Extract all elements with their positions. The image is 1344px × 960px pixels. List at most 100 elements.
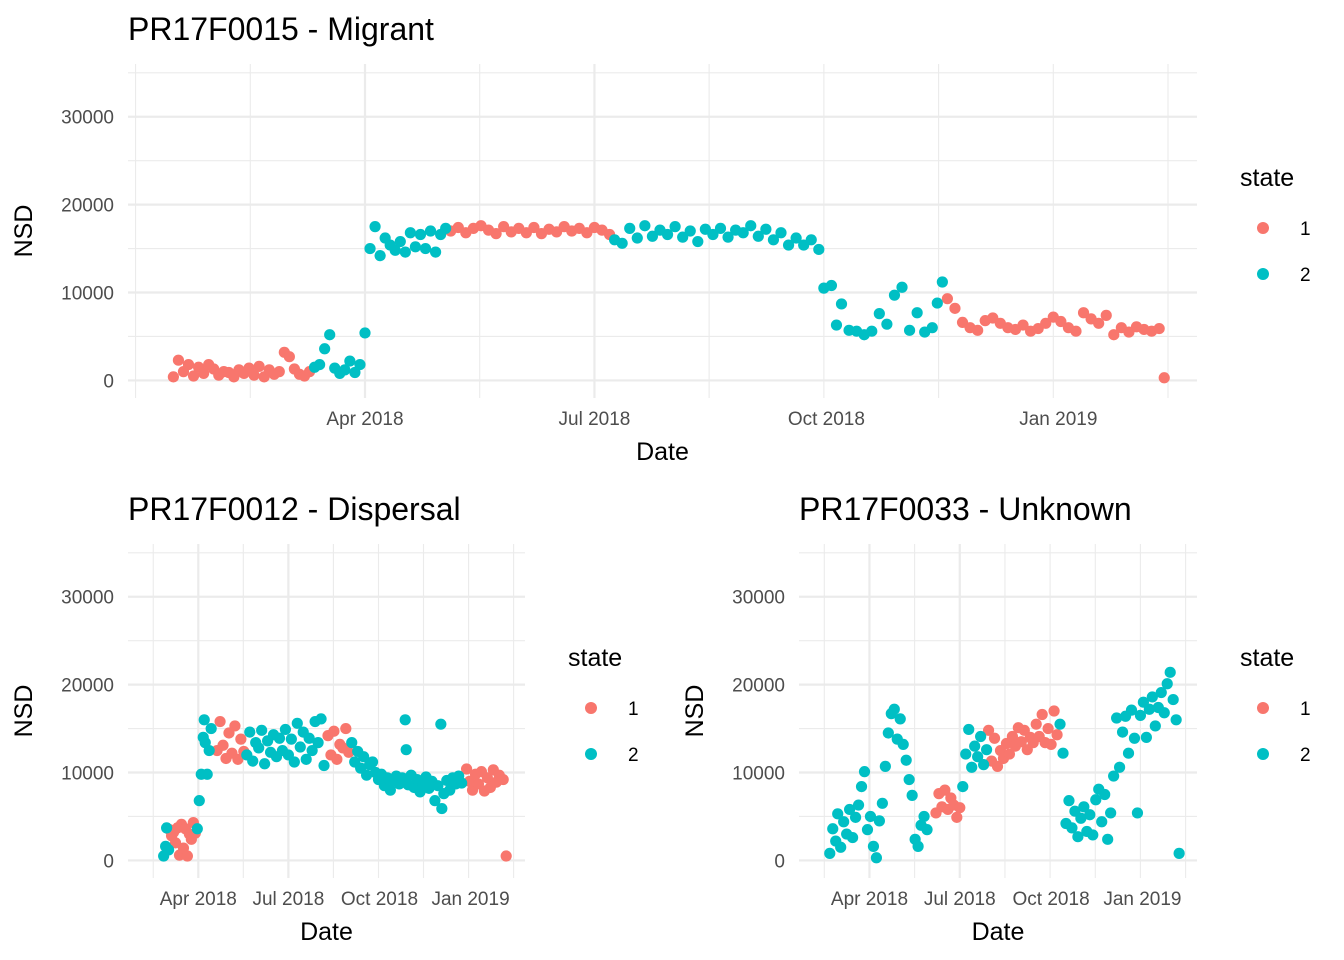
- legend-label: 1: [1300, 219, 1311, 240]
- data-point: [235, 733, 247, 745]
- data-point: [331, 753, 343, 765]
- data-point: [1164, 666, 1176, 678]
- data-point: [1093, 317, 1105, 329]
- data-point: [722, 231, 734, 243]
- y-axis-title: NSD: [10, 205, 38, 258]
- data-point: [404, 227, 416, 239]
- data-point: [896, 281, 908, 293]
- data-point: [181, 850, 194, 862]
- data-point: [830, 319, 843, 331]
- series-1: [167, 220, 1170, 384]
- data-point: [346, 737, 358, 749]
- legend-title: state: [1240, 644, 1294, 672]
- data-point: [253, 360, 265, 372]
- data-point: [528, 221, 540, 234]
- data-point: [1096, 816, 1108, 828]
- data-point: [161, 822, 173, 834]
- data-point: [456, 777, 468, 789]
- data-point: [832, 808, 844, 820]
- data-point: [669, 221, 681, 233]
- data-point: [867, 840, 880, 852]
- data-point: [169, 837, 182, 849]
- data-point: [1003, 748, 1016, 760]
- data-point: [903, 773, 915, 786]
- data-point: [314, 359, 326, 371]
- data-point: [870, 852, 883, 864]
- data-point: [888, 703, 900, 715]
- data-point: [201, 768, 213, 780]
- data-point: [1040, 317, 1052, 329]
- data-point: [855, 780, 868, 793]
- data-point: [191, 823, 203, 835]
- data-point: [790, 232, 802, 244]
- series-2: [308, 220, 948, 379]
- data-point: [384, 784, 396, 796]
- data-point: [844, 803, 856, 816]
- data-point: [312, 737, 324, 749]
- data-point: [951, 811, 963, 823]
- data-point: [1153, 322, 1165, 335]
- y-tick-label: 20000: [61, 676, 114, 697]
- data-point: [328, 725, 340, 737]
- chart-title: PR17F0015 - Migrant: [128, 11, 434, 47]
- data-point: [861, 824, 874, 836]
- data-point: [288, 756, 300, 768]
- data-point: [414, 228, 427, 241]
- data-point: [978, 759, 990, 771]
- data-point: [374, 250, 386, 262]
- data-point: [1078, 801, 1090, 813]
- data-point: [429, 246, 442, 258]
- data-point: [1048, 705, 1060, 717]
- data-point: [931, 297, 943, 309]
- data-point: [340, 722, 352, 735]
- data-point: [429, 795, 441, 807]
- data-point: [960, 748, 972, 760]
- data-point: [1113, 761, 1126, 773]
- legend-label: 2: [1300, 265, 1311, 286]
- data-point: [906, 789, 918, 801]
- data-point: [646, 230, 659, 242]
- data-point: [1057, 747, 1069, 759]
- data-point: [203, 744, 215, 757]
- panel-1: 0 10000 20000 30000 Apr 2018 Jul 2018 Oct 2018…: [10, 11, 1311, 466]
- x-tick-label: Jul 2018: [252, 889, 324, 910]
- data-point: [1084, 809, 1096, 821]
- chart-title: PR17F0033 - Unknown: [799, 491, 1132, 527]
- y-tick-label: 20000: [61, 196, 114, 217]
- data-point: [957, 780, 969, 793]
- data-point: [921, 824, 933, 836]
- data-point: [1149, 720, 1161, 732]
- data-point: [1055, 315, 1067, 328]
- data-point: [975, 730, 987, 743]
- data-point: [991, 760, 1004, 772]
- data-point: [1134, 709, 1147, 721]
- legend-key: [1257, 222, 1269, 234]
- data-point: [1015, 736, 1027, 748]
- data-point: [497, 773, 509, 786]
- data-point: [389, 244, 401, 256]
- data-point: [677, 231, 689, 243]
- legend-label: 1: [628, 699, 639, 720]
- data-point: [849, 811, 862, 823]
- y-tick-label: 30000: [61, 108, 114, 129]
- data-point: [714, 222, 727, 234]
- data-point: [283, 351, 295, 363]
- data-point: [1173, 847, 1185, 859]
- data-point: [291, 717, 303, 729]
- data-point: [982, 724, 995, 736]
- data-point: [1070, 325, 1082, 337]
- data-point: [882, 727, 894, 739]
- data-point: [490, 228, 502, 240]
- data-point: [1167, 693, 1179, 706]
- y-tick-label: 30000: [732, 588, 785, 609]
- data-point: [400, 744, 412, 756]
- data-point: [1075, 812, 1087, 824]
- data-point: [1087, 829, 1099, 841]
- data-point: [360, 769, 373, 781]
- data-point: [369, 221, 381, 233]
- data-point: [1158, 372, 1170, 384]
- legend-label: 2: [1300, 745, 1311, 766]
- data-point: [813, 243, 825, 256]
- data-point: [866, 325, 878, 337]
- data-point: [969, 740, 981, 752]
